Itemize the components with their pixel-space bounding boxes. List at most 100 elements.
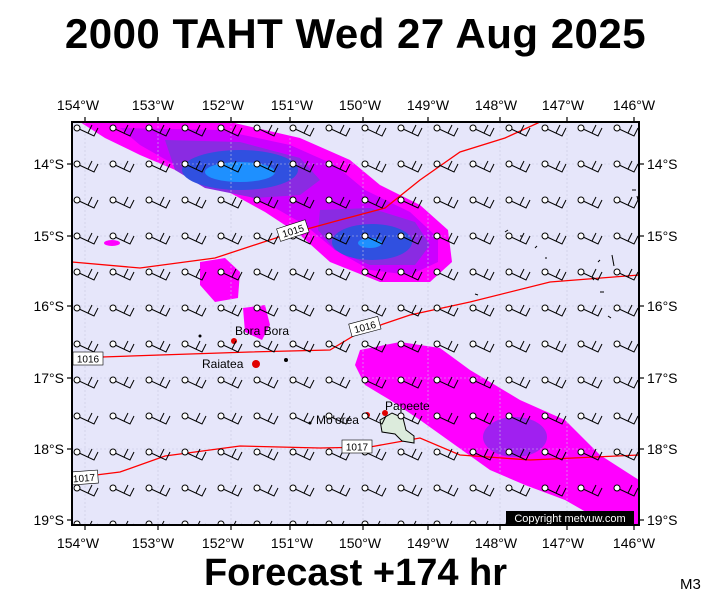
wind-barb [289,448,315,461]
lat-label-right: 18°S [647,441,678,457]
wind-barb [613,124,639,137]
wind-barb [73,448,99,461]
isobar-label-1016-west: 1016 [77,355,100,366]
wind-barb [145,232,171,245]
wind-barb [361,124,387,137]
wind-barb [613,160,639,173]
wind-barb [325,484,351,497]
wind-barb [109,160,135,173]
wind-barb [361,160,387,173]
wind-barb [181,484,207,497]
wind-barb [217,124,243,137]
lon-label-top: 154°W [57,97,100,113]
wind-barb [505,376,531,389]
lat-label-right: 19°S [647,512,678,528]
wind-barb [577,412,603,425]
wind-barb [253,340,279,353]
wind-barb [397,448,423,461]
wind-barb [217,484,243,497]
wind-barb [397,304,423,317]
wind-barb [217,268,243,281]
wind-barb [109,412,135,425]
wind-barb [109,268,135,281]
wind-barb [397,376,423,389]
isobar-label-1017-west: 1017 [73,473,96,486]
wind-barb [505,484,531,497]
wind-barb [73,196,99,209]
wind-barb [145,304,171,317]
lat-label-left: 18°S [33,441,64,457]
wind-barb [181,340,207,353]
wind-barb [505,340,531,353]
tuamotu-atolls [474,189,639,319]
wind-barb [181,268,207,281]
wind-barb [289,160,315,173]
wind-barb [325,340,351,353]
wind-barb [181,448,207,461]
wind-barb [541,304,567,317]
wind-barb [181,232,207,245]
isobar-labels: 1015 1016 1016 1017 1017 [71,219,382,486]
rain-core-north-inner [205,162,275,182]
wind-barb [505,448,531,461]
wind-barb [577,196,603,209]
wind-barb [541,196,567,209]
wind-barb [577,376,603,389]
wind-barb [361,412,387,425]
lon-label-top: 153°W [132,97,175,113]
rain-core-south [483,417,547,457]
lat-label-right: 17°S [647,370,678,386]
wind-barb [469,232,495,245]
wind-barb [433,160,459,173]
wind-barb [289,484,315,497]
lon-label-bottom: 146°W [613,535,656,551]
wind-barb [109,232,135,245]
wind-barb [217,340,243,353]
wind-barb [73,160,99,173]
wind-barb [361,484,387,497]
wind-barb [325,412,351,425]
wind-barb [397,484,423,497]
island-tahiti [379,412,415,444]
wind-barb [361,340,387,353]
rain-patch-west [200,258,240,302]
wind-barb [109,376,135,389]
wind-barb [325,376,351,389]
island-small-1 [284,358,288,362]
wind-barb [433,268,459,281]
wind-barb [505,196,531,209]
lon-label-bottom: 148°W [475,535,518,551]
wind-barb [505,412,531,425]
lon-label-top: 152°W [202,97,245,113]
lon-label-bottom: 153°W [132,535,175,551]
wind-barb [541,160,567,173]
wind-barb [109,484,135,497]
map-frame [71,121,640,526]
wind-barb [397,124,423,137]
lat-label-left: 19°S [33,512,64,528]
wind-barb [577,124,603,137]
wind-barb [469,124,495,137]
wind-barb [73,232,99,245]
lat-label-left: 14°S [33,156,64,172]
wind-barb [253,232,279,245]
wind-barb [541,232,567,245]
lat-label-left: 17°S [33,370,64,386]
wind-barb [145,124,171,137]
wind-barb [541,376,567,389]
wind-barb [613,376,639,389]
wind-barb [433,304,459,317]
wind-barb [325,304,351,317]
wind-barb [145,160,171,173]
wind-barb [397,232,423,245]
wind-barb [325,232,351,245]
wind-barb [541,340,567,353]
lon-label-bottom: 154°W [57,535,100,551]
wind-barb [289,412,315,425]
wind-barb [433,448,459,461]
wind-barb [613,232,639,245]
lat-labels-left: 14°S 15°S 16°S 17°S 18°S 19°S [33,156,64,528]
wind-barb [505,232,531,245]
wind-barb [109,448,135,461]
